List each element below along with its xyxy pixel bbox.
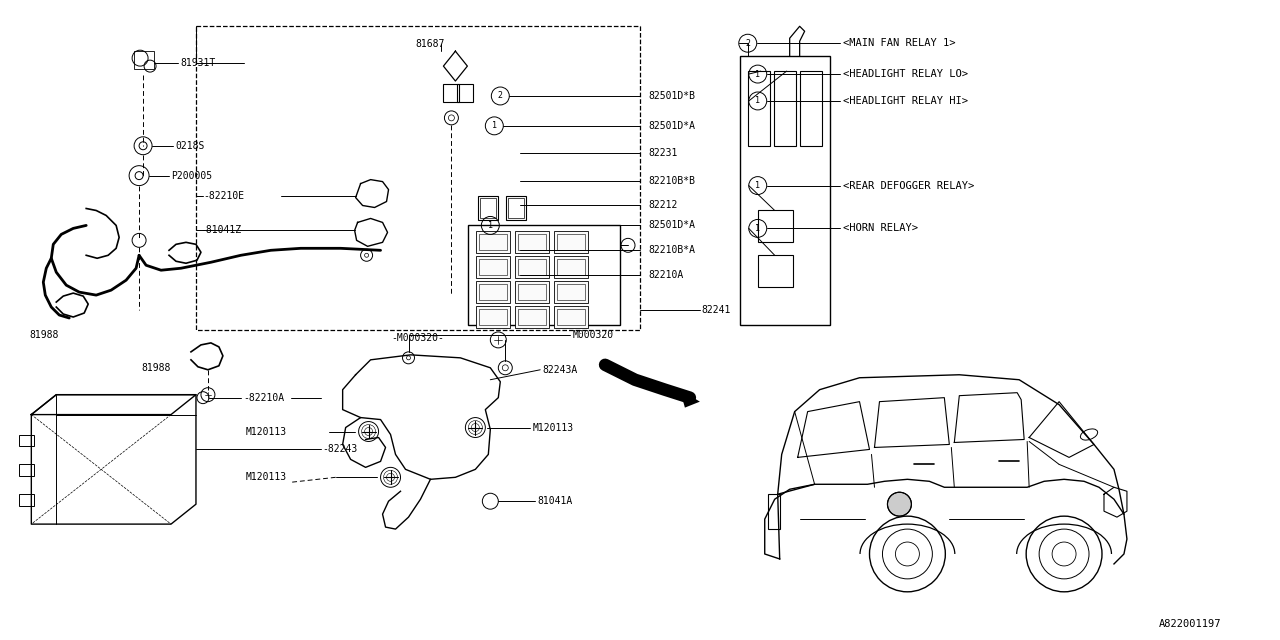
Bar (554, 281, 588, 303)
Bar (196, 26, 640, 330)
Bar (516, 232, 549, 253)
Bar (516, 256, 549, 278)
Bar (748, 71, 769, 146)
Text: 81687: 81687 (416, 39, 445, 49)
Text: 82231: 82231 (648, 148, 677, 157)
Text: <HORN RELAY>: <HORN RELAY> (842, 223, 918, 234)
Bar (516, 306, 549, 328)
Text: -82243: -82243 (323, 444, 358, 454)
Text: <HEADLIGHT RELAY HI>: <HEADLIGHT RELAY HI> (842, 96, 968, 106)
Text: 81988: 81988 (141, 363, 170, 372)
Text: <REAR DEFOGGER RELAY>: <REAR DEFOGGER RELAY> (842, 180, 974, 191)
Text: 82241: 82241 (701, 305, 731, 315)
Text: 82501D*A: 82501D*A (648, 121, 695, 131)
Circle shape (887, 492, 911, 516)
Bar (554, 306, 588, 328)
Bar (476, 281, 511, 303)
Bar (479, 284, 507, 300)
Bar (457, 84, 474, 102)
Bar (476, 306, 511, 328)
Text: 1: 1 (755, 181, 760, 190)
Text: 82210B*B: 82210B*B (648, 175, 695, 186)
Text: A822001197: A822001197 (1158, 619, 1221, 628)
Text: 81931T: 81931T (180, 58, 215, 68)
Text: 82501D*A: 82501D*A (648, 220, 695, 230)
Bar (758, 211, 792, 243)
Bar (479, 259, 507, 275)
Text: 1: 1 (492, 122, 497, 131)
Bar (476, 256, 511, 278)
Bar (479, 196, 498, 220)
Text: 81041A: 81041A (538, 496, 572, 506)
Bar (480, 198, 497, 218)
Bar (134, 51, 154, 69)
Bar (768, 494, 780, 529)
Text: M120113: M120113 (532, 422, 573, 433)
Text: -82210E: -82210E (204, 191, 244, 200)
Text: <HEADLIGHT RELAY LO>: <HEADLIGHT RELAY LO> (842, 69, 968, 79)
Bar (518, 284, 547, 300)
Text: 82210B*A: 82210B*A (648, 245, 695, 255)
Bar (507, 196, 526, 220)
Bar (518, 234, 547, 250)
Bar (557, 234, 585, 250)
Bar (518, 309, 547, 325)
Text: 1: 1 (755, 97, 760, 106)
Text: 82243A: 82243A (543, 365, 577, 375)
Polygon shape (680, 390, 700, 408)
Text: 1: 1 (488, 221, 493, 230)
Bar (443, 84, 460, 102)
Bar (557, 284, 585, 300)
Text: -M000320-: -M000320- (392, 333, 444, 343)
Text: -81041Z: -81041Z (200, 225, 241, 236)
Bar (468, 225, 620, 325)
Bar (19, 465, 35, 476)
Bar (518, 259, 547, 275)
Text: M000320: M000320 (572, 330, 613, 340)
Bar (508, 198, 525, 218)
Text: 81988: 81988 (29, 330, 59, 340)
Bar (476, 232, 511, 253)
Text: 82210A: 82210A (648, 270, 684, 280)
Text: 2: 2 (745, 38, 750, 48)
Bar (773, 71, 796, 146)
Text: <MAIN FAN RELAY 1>: <MAIN FAN RELAY 1> (842, 38, 955, 48)
Bar (554, 232, 588, 253)
Bar (516, 281, 549, 303)
Bar (557, 309, 585, 325)
Text: 1: 1 (755, 70, 760, 79)
Bar (800, 71, 822, 146)
Text: P200005: P200005 (172, 171, 212, 180)
Text: 82501D*B: 82501D*B (648, 91, 695, 101)
Bar (19, 435, 35, 447)
Bar (557, 259, 585, 275)
Bar (554, 256, 588, 278)
Text: 2: 2 (498, 92, 503, 100)
Bar (758, 255, 792, 287)
Text: 82212: 82212 (648, 200, 677, 211)
Bar (740, 56, 829, 325)
Bar (479, 309, 507, 325)
Text: 0218S: 0218S (175, 141, 205, 151)
Bar (19, 494, 35, 506)
Text: 1: 1 (755, 224, 760, 233)
Text: -82210A: -82210A (243, 393, 284, 403)
Bar (479, 234, 507, 250)
Text: M120113: M120113 (246, 426, 287, 436)
Text: M120113: M120113 (246, 472, 287, 483)
